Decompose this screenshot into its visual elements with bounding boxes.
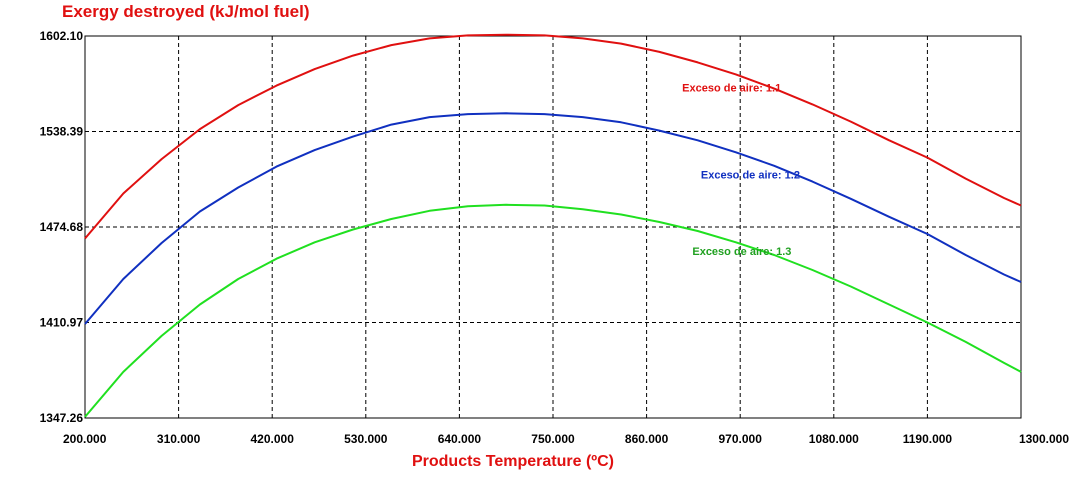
- series-line-3: [84, 203, 1022, 418]
- x-axis-ticks: 200.000 310.000 420.000 530.000 640.000 750.0…: [63, 432, 1069, 446]
- x-tick-label: 310.000: [157, 432, 201, 446]
- y-tick-label: 1410.97: [40, 316, 84, 330]
- y-tick-label: 1602.10: [40, 29, 84, 43]
- series-lines: [84, 33, 1022, 418]
- x-tick-label: 640.000: [438, 432, 482, 446]
- series-line-2: [84, 112, 1022, 325]
- x-tick-label: 860.000: [625, 432, 669, 446]
- grid-lines: [85, 36, 1021, 418]
- x-tick-label: 1190.000: [903, 432, 953, 446]
- y-tick-label: 1474.68: [40, 220, 84, 234]
- y-tick-label: 1538.39: [40, 125, 84, 139]
- x-tick-label: 1080.000: [809, 432, 859, 446]
- x-tick-label: 750.000: [531, 432, 575, 446]
- x-tick-label: 1300.000: [1019, 432, 1069, 446]
- x-tick-label: 420.000: [251, 432, 295, 446]
- series-annotation-2: Exceso de aire: 1.2: [701, 170, 800, 182]
- series-line-1: [84, 33, 1022, 240]
- chart-title: Exergy destroyed (kJ/mol fuel): [62, 2, 310, 21]
- series-annotations: Exceso de aire: 1.1 Exceso de aire: 1.2 Ex…: [682, 83, 800, 258]
- x-axis-label: Products Temperature (ºC): [412, 453, 614, 470]
- y-axis-ticks: 1347.26 1410.97 1474.68 1538.39 1602.10: [40, 29, 84, 425]
- y-tick-label: 1347.26: [40, 411, 84, 425]
- x-tick-label: 970.000: [719, 432, 763, 446]
- series-annotation-3: Exceso de aire: 1.3: [692, 246, 791, 258]
- x-tick-label: 200.000: [63, 432, 107, 446]
- x-tick-label: 530.000: [344, 432, 388, 446]
- series-annotation-1: Exceso de aire: 1.1: [682, 83, 781, 95]
